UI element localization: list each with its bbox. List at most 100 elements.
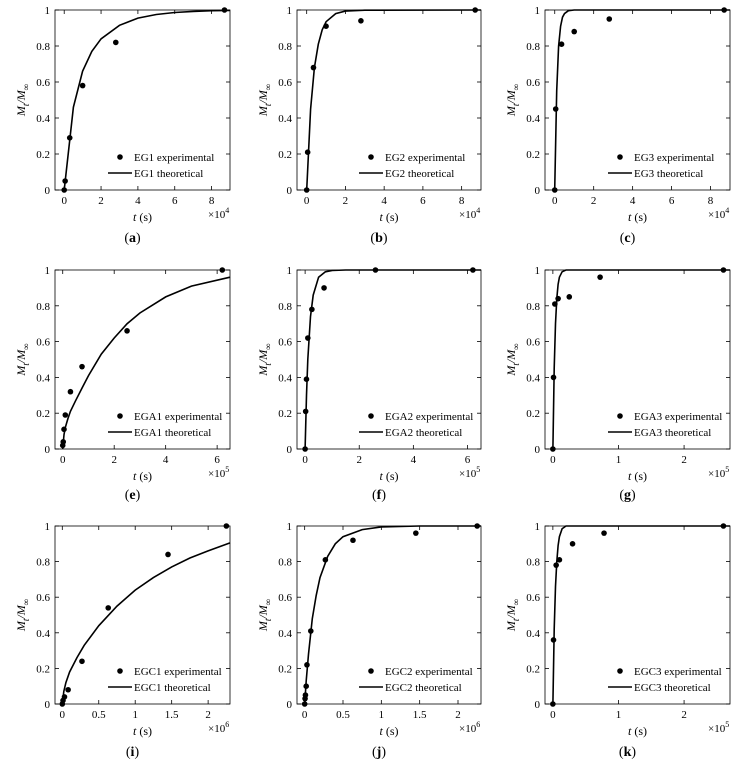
legend-marker xyxy=(368,154,374,160)
y-tick-label: 0.6 xyxy=(526,77,540,89)
data-point xyxy=(61,187,68,193)
x-multiplier: ×106 xyxy=(208,720,229,735)
data-point xyxy=(310,64,317,71)
data-point xyxy=(321,285,327,291)
data-point xyxy=(372,267,379,273)
y-tick-label: 0.2 xyxy=(36,663,50,675)
y-tick-label: 0 xyxy=(287,699,293,711)
legend-label: EGC1 theoretical xyxy=(134,682,211,694)
data-point xyxy=(302,446,308,452)
legend-marker xyxy=(617,668,623,674)
y-tick-label: 0 xyxy=(287,444,293,456)
y-tick-label: 0.4 xyxy=(526,113,540,125)
data-point xyxy=(221,7,228,13)
x-axis-label: t (s) xyxy=(133,210,152,224)
theoretical-line xyxy=(552,525,730,705)
x-multiplier: ×106 xyxy=(459,720,480,735)
y-tick-label: 0.6 xyxy=(36,337,50,349)
data-point xyxy=(302,692,309,698)
legend-label: EGA3 theoretical xyxy=(634,427,711,439)
data-point xyxy=(309,306,315,313)
x-tick-label: 1 xyxy=(616,709,622,721)
y-tick-label: 0.6 xyxy=(278,592,292,604)
y-tick-label: 0 xyxy=(45,699,51,711)
x-tick-label: 2 xyxy=(343,195,349,207)
x-tick-label: 6 xyxy=(214,454,220,466)
x-multiplier: ×104 xyxy=(708,206,729,221)
legend-marker xyxy=(368,668,374,674)
x-tick-label: 0.5 xyxy=(92,709,106,721)
data-point xyxy=(305,335,311,341)
data-point xyxy=(60,439,67,445)
x-tick-label: 4 xyxy=(163,454,169,466)
data-point xyxy=(558,41,565,47)
data-point xyxy=(551,187,558,193)
y-tick-label: 0.8 xyxy=(278,557,292,569)
x-tick-label: 0 xyxy=(552,195,558,207)
y-axis-label: Mt/M∞ xyxy=(14,343,31,376)
y-tick-label: 0.2 xyxy=(278,663,292,675)
y-tick-label: 0.4 xyxy=(278,113,292,125)
data-point xyxy=(470,267,476,273)
data-point xyxy=(62,178,68,184)
y-tick-label: 0.8 xyxy=(278,41,292,53)
y-tick-label: 0.8 xyxy=(36,41,50,53)
data-point xyxy=(61,426,67,433)
data-point xyxy=(219,267,226,273)
data-point xyxy=(65,686,71,693)
y-axis-label: Mt/M∞ xyxy=(256,343,273,376)
y-tick-label: 0.8 xyxy=(36,301,50,313)
x-tick-label: 4 xyxy=(381,195,387,207)
data-point xyxy=(223,523,230,529)
legend-label: EG2 experimental xyxy=(385,152,465,164)
data-point xyxy=(112,39,119,46)
data-point xyxy=(62,412,69,418)
theoretical-line xyxy=(553,9,730,191)
x-tick-label: 0 xyxy=(550,709,556,721)
y-axis-label: Mt/M∞ xyxy=(504,343,521,376)
x-tick-label: 2 xyxy=(681,709,687,721)
y-tick-label: 0.6 xyxy=(36,77,50,89)
x-tick-label: 1 xyxy=(616,454,622,466)
y-tick-label: 0.2 xyxy=(526,149,540,161)
legend-label: EGA2 experimental xyxy=(385,411,473,423)
y-tick-label: 1 xyxy=(287,521,293,533)
x-tick-label: 2 xyxy=(681,454,687,466)
x-tick-label: 8 xyxy=(708,195,714,207)
y-tick-label: 0 xyxy=(535,444,541,456)
y-tick-label: 0.8 xyxy=(526,301,540,313)
legend-label: EGC2 theoretical xyxy=(385,682,462,694)
legend-marker xyxy=(368,413,374,419)
data-point xyxy=(556,557,563,563)
data-point xyxy=(550,637,557,643)
x-tick-label: 1.5 xyxy=(165,709,179,721)
y-axis-label: Mt/M∞ xyxy=(504,599,521,632)
chart-panel-a: 0 0.2 0.4 0.6 0.8 1 0 2 4 6 8×104 t (s) Mt/M∞ EG1 exp… xyxy=(14,5,231,246)
legend-label: EGA3 experimental xyxy=(634,411,722,423)
x-tick-label: 1 xyxy=(379,709,385,721)
panel-caption: (g) xyxy=(619,488,636,503)
x-tick-label: 8 xyxy=(459,195,465,207)
chart-panel-f: 0 0.2 0.4 0.6 0.8 1 0 2 4 6×105 t (s) Mt/M∞ EGA2 exp… xyxy=(256,265,482,503)
data-point xyxy=(304,149,311,155)
y-tick-label: 0.4 xyxy=(526,372,540,384)
data-point xyxy=(303,187,310,193)
panel-caption: (a) xyxy=(124,231,141,246)
y-tick-label: 0.8 xyxy=(526,557,540,569)
y-tick-label: 0.2 xyxy=(278,149,292,161)
data-point xyxy=(550,701,556,707)
y-tick-label: 0 xyxy=(287,185,293,197)
x-multiplier: ×104 xyxy=(208,206,229,221)
chart-panel-g: 0 0.2 0.4 0.6 0.8 1 0 1 2 ×105 t (s) Mt/M∞ EGA3 expe… xyxy=(504,265,731,503)
data-point xyxy=(105,605,112,611)
panel-caption: (c) xyxy=(620,231,636,246)
data-point xyxy=(79,658,85,665)
y-tick-label: 0.8 xyxy=(36,557,50,569)
data-point xyxy=(720,267,727,273)
y-tick-label: 0.4 xyxy=(36,113,50,125)
data-point xyxy=(308,628,314,634)
y-tick-label: 1 xyxy=(45,5,51,17)
y-tick-label: 0.2 xyxy=(36,149,50,161)
panel-caption: (j) xyxy=(372,745,386,760)
